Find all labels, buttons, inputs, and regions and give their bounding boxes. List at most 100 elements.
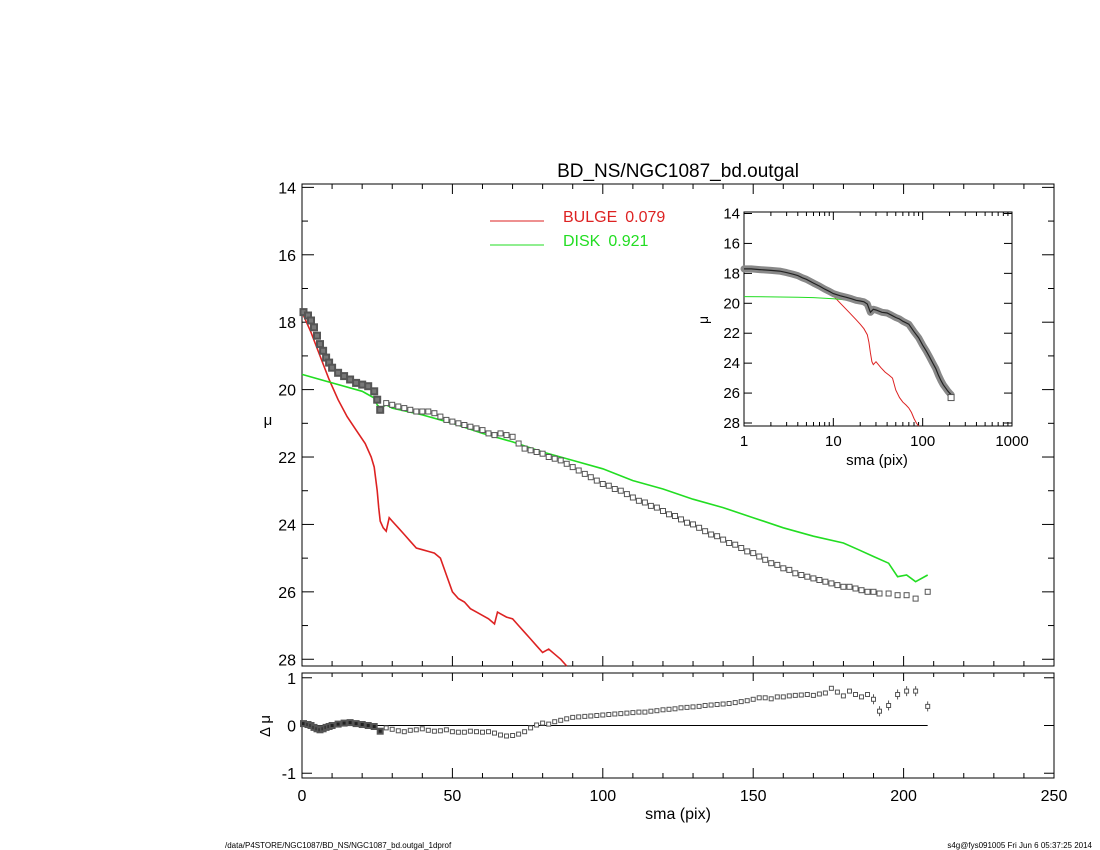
- main-data-point: [461, 422, 468, 428]
- main-data-point: [623, 491, 630, 498]
- residual-point: [768, 696, 774, 702]
- residual-point: [606, 712, 612, 717]
- residual-x-tick-labels: 0 50 100 150 200 250: [298, 788, 1068, 805]
- inset-y-tick-label: 20: [723, 295, 740, 312]
- main-data-point: [762, 556, 769, 563]
- main-data-point: [376, 405, 385, 414]
- main-data-point: [449, 418, 456, 425]
- residual-point: [654, 708, 660, 714]
- residual-point: [877, 708, 882, 714]
- main-data-point: [545, 454, 552, 460]
- main-data-point: [373, 395, 382, 404]
- residual-point: [401, 729, 407, 735]
- residual-point: [467, 728, 473, 734]
- inset-y-tick-label: 28: [723, 415, 740, 432]
- inset-plot-frame: [743, 211, 1013, 427]
- residual-point: [498, 732, 503, 738]
- main-data-point: [539, 450, 546, 457]
- main-data-point: [798, 572, 805, 578]
- residual-x-tick-label: 50: [444, 788, 462, 805]
- main-data-point: [840, 583, 847, 590]
- residual-point: [630, 710, 636, 716]
- residual-point: [636, 709, 642, 715]
- main-data-point: [581, 470, 588, 477]
- main-data-point: [431, 410, 438, 417]
- main-data-point: [660, 508, 666, 514]
- main-data-point: [714, 533, 721, 540]
- main-data-point: [647, 502, 654, 509]
- main-data-point: [364, 382, 373, 391]
- main-data-point: [641, 499, 648, 506]
- residual-point: [510, 733, 516, 738]
- residual-point: [588, 713, 594, 719]
- residual-point: [798, 692, 804, 698]
- main-data-point: [858, 587, 865, 594]
- residual-point: [684, 704, 690, 710]
- residual-point: [714, 702, 720, 707]
- main-y-tick-label: 24: [278, 517, 296, 534]
- main-data-point: [551, 455, 558, 462]
- main-y-tick-label: 28: [278, 652, 296, 669]
- residual-point: [449, 729, 455, 735]
- main-data-point: [515, 440, 522, 447]
- main-data-point: [569, 464, 576, 471]
- main-data-point: [485, 430, 492, 437]
- residual-point: [780, 694, 786, 700]
- residual-point: [871, 696, 876, 702]
- residual-point: [678, 705, 684, 711]
- residual-point: [534, 722, 540, 728]
- main-data-point: [744, 548, 751, 555]
- residual-point: [582, 713, 588, 719]
- residual-x-tick-label: 250: [1041, 788, 1068, 805]
- residual-point: [756, 695, 762, 701]
- main-y-tick-label: 20: [278, 383, 296, 400]
- main-data-point: [328, 363, 337, 372]
- residual-y-tick-label: 1: [287, 671, 296, 688]
- residual-point: [618, 711, 624, 717]
- residual-point: [816, 691, 822, 697]
- residual-point: [334, 720, 342, 728]
- residual-point: [774, 694, 780, 700]
- main-y-axis-label: μ: [264, 412, 273, 429]
- inset-x-tick-label: 100: [910, 433, 935, 450]
- residual-x-tick-label: 150: [740, 788, 767, 805]
- main-data-point: [924, 588, 931, 595]
- residual-point: [407, 727, 413, 733]
- residual-point: [540, 720, 546, 726]
- main-data-point: [870, 588, 877, 595]
- inset-x-axis-label: sma (pix): [846, 452, 908, 469]
- main-data-point: [563, 460, 570, 467]
- main-data-point: [593, 477, 600, 484]
- main-data-point: [834, 582, 841, 589]
- inset-x-tick-label: 1: [740, 433, 748, 450]
- residual-point: [672, 706, 678, 712]
- main-data-point: [750, 550, 757, 557]
- main-data-point: [443, 416, 450, 423]
- main-data-point: [810, 575, 817, 582]
- inset-axis-ticks: [743, 212, 1013, 426]
- residual-axis-ticks: [301, 673, 1055, 778]
- residual-point: [762, 695, 768, 701]
- main-data-point: [768, 560, 775, 567]
- inset-panel: 14 16 18 20 22 24 26 28 1 10 100 1000 μ sma (pix): [695, 205, 1029, 469]
- main-data-point: [852, 585, 859, 592]
- main-data-point: [605, 482, 612, 489]
- main-data-point: [635, 497, 642, 504]
- residual-point: [461, 729, 467, 735]
- main-data-point: [497, 430, 504, 437]
- residual-point: [828, 685, 834, 691]
- main-data-point: [307, 316, 315, 325]
- residual-point: [516, 731, 522, 737]
- inset-last-point: [947, 394, 955, 402]
- main-data-point: [419, 408, 426, 415]
- residual-point: [726, 701, 732, 706]
- inset-y-axis-label: μ: [695, 316, 711, 324]
- main-data-point: [611, 486, 618, 492]
- main-data-point: [521, 445, 528, 452]
- residual-point: [522, 729, 528, 735]
- residual-point: [904, 688, 910, 694]
- footer-file-path: /data/P4STORE/NGC1087/BD_NS/NGC1087_bd.o…: [225, 841, 452, 850]
- residual-point: [913, 688, 919, 694]
- inset-y-tick-label: 24: [723, 355, 740, 372]
- residual-point: [834, 689, 840, 695]
